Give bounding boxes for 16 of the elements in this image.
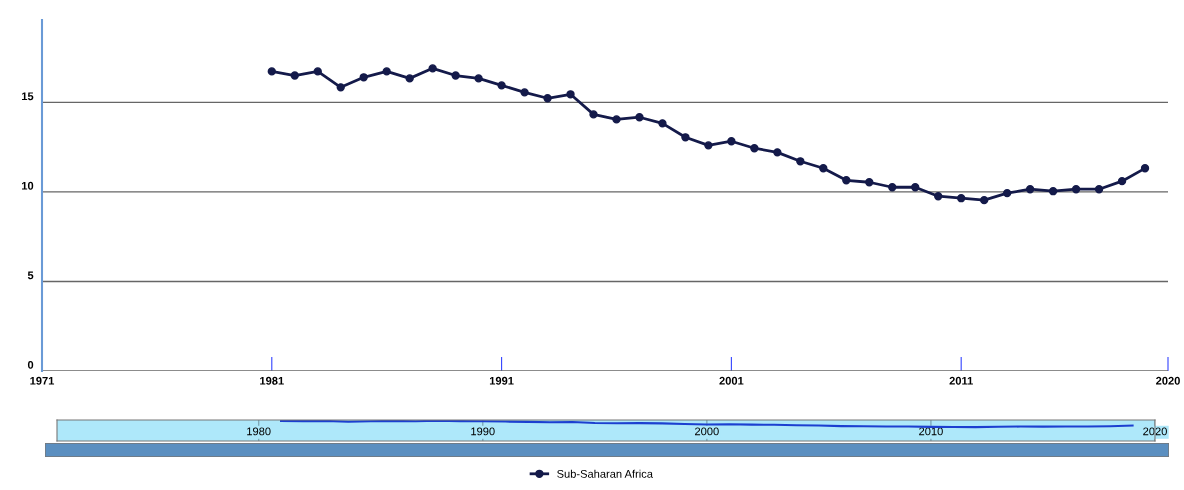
x-tick-label: 2001 [719, 376, 744, 385]
x-tick-label: 2010 [919, 427, 943, 436]
y-tick-label: 5 [27, 271, 34, 280]
y-tick-label: 0 [27, 360, 34, 369]
x-tick-label: 1971 [30, 376, 55, 385]
x-tick-label: 1991 [489, 376, 514, 385]
y-tick-label: 10 [22, 181, 34, 190]
x-tick-label: 2011 [949, 376, 973, 385]
y-tick-label: 15 [22, 92, 34, 101]
x-tick-label: 2020 [1156, 376, 1180, 385]
x-tick-label: 1981 [260, 376, 284, 385]
x-tick-label: 2020 [1143, 427, 1167, 436]
x-tick-label: 2000 [695, 427, 719, 436]
x-tick-label: 1990 [471, 427, 495, 436]
x-tick-label: 1980 [247, 427, 271, 436]
legend-label: Sub-Saharan Africa [557, 469, 653, 478]
